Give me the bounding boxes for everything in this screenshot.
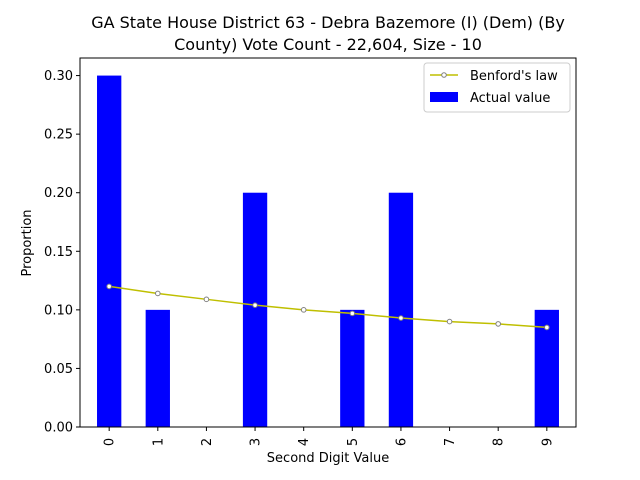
bar-1: [145, 309, 170, 427]
benford-point-7: [446, 318, 453, 325]
y-tick-label: 0.25: [44, 128, 73, 143]
legend-bar-swatch: [430, 92, 458, 102]
bar-0: [97, 75, 122, 428]
legend-label-benford: Benford's law: [470, 69, 558, 84]
x-tick-label: 1: [151, 438, 166, 446]
bar-5: [340, 309, 365, 427]
y-tick-label: 0.05: [44, 362, 73, 377]
x-tick-label: 3: [249, 438, 264, 446]
benford-line: [109, 285, 547, 329]
bars-group: [97, 75, 559, 428]
y-tick-label: 0.10: [44, 303, 73, 318]
bar-3: [242, 192, 268, 427]
benford-point-4: [300, 307, 307, 313]
x-axis: 0 1 2 3 4 5 6 7 8 9: [103, 427, 555, 446]
x-tick-label: 4: [297, 438, 312, 446]
benford-point-6: [398, 315, 404, 321]
x-tick-label: 2: [200, 438, 215, 446]
x-axis-label: Second Digit Value: [267, 451, 389, 466]
x-tick-label: 8: [492, 438, 507, 446]
benford-point-3: [252, 302, 258, 308]
benford-point-1: [155, 290, 161, 297]
benford-point-8: [495, 321, 501, 327]
y-axis: 0.00 0.05 0.10 0.15 0.20 0.25 0.30: [44, 69, 80, 436]
plot-frame: [79, 57, 577, 428]
chart-title-line2: County) Vote Count - 22,604, Size - 10: [174, 35, 482, 54]
y-axis-label: Proportion: [20, 209, 35, 276]
x-tick-label: 7: [443, 438, 458, 446]
y-tick-label: 0.15: [44, 245, 73, 260]
x-tick-label: 6: [394, 438, 409, 446]
x-tick-label: 5: [346, 438, 361, 446]
legend-box: [423, 62, 571, 113]
benford-point-5: [349, 310, 356, 317]
legend-line-marker: [441, 72, 447, 78]
y-tick-label: 0.30: [44, 69, 73, 84]
legend-label-actual: Actual value: [470, 91, 550, 106]
bar-6: [388, 192, 414, 427]
benford-line-group: [106, 283, 550, 331]
x-tick-label: 0: [103, 438, 118, 446]
benford-point-9: [544, 324, 550, 331]
x-tick-label: 9: [540, 438, 555, 446]
benford-point-0: [106, 283, 112, 290]
benford-point-2: [203, 296, 210, 303]
chart-title-line1: GA State House District 63 - Debra Bazem…: [91, 13, 565, 32]
y-tick-label: 0.20: [44, 186, 73, 201]
y-tick-label: 0.00: [44, 421, 73, 436]
legend: Benford's law Actual value: [423, 62, 571, 113]
